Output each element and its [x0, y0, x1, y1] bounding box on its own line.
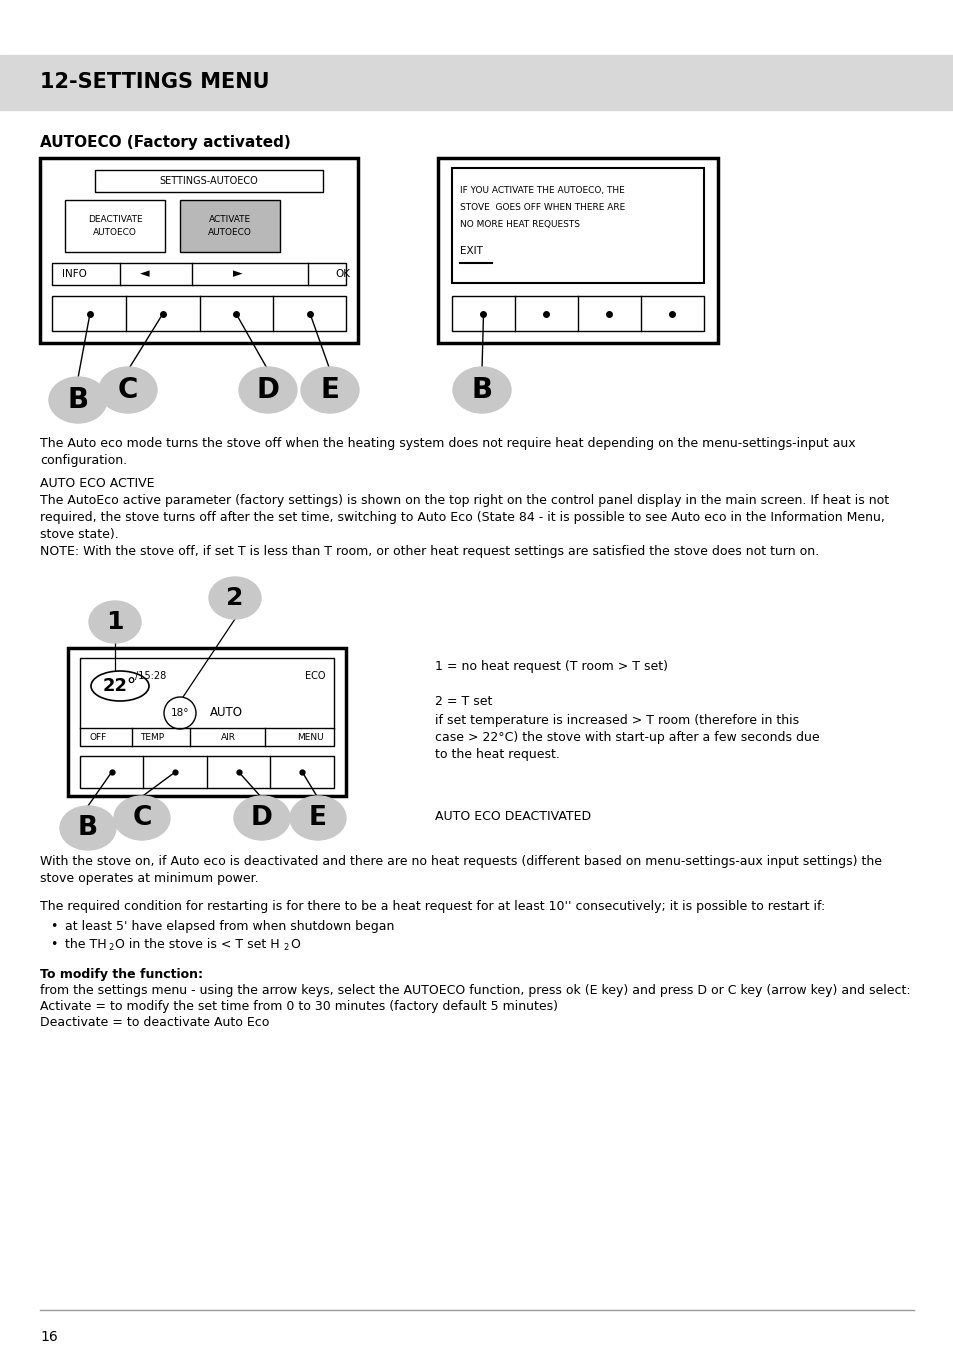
Text: B: B — [78, 815, 98, 841]
Ellipse shape — [99, 367, 157, 413]
Text: DEACTIVATE
AUTOECO: DEACTIVATE AUTOECO — [88, 215, 142, 237]
Text: 22°: 22° — [103, 677, 137, 695]
Bar — [437, 158, 718, 343]
Text: required, the stove turns off after the set time, switching to Auto Eco (State 8: required, the stove turns off after the … — [40, 510, 884, 524]
Bar — [452, 297, 703, 330]
Ellipse shape — [89, 601, 141, 643]
Ellipse shape — [239, 367, 296, 413]
Bar — [95, 171, 323, 192]
Text: case > 22°C) the stove with start-up after a few seconds due: case > 22°C) the stove with start-up aft… — [435, 731, 819, 743]
Text: D: D — [251, 806, 273, 831]
Text: 2: 2 — [283, 942, 288, 952]
Text: STOVE  GOES OFF WHEN THERE ARE: STOVE GOES OFF WHEN THERE ARE — [459, 203, 624, 213]
Text: the TH: the TH — [65, 938, 107, 951]
Text: INFO: INFO — [62, 269, 87, 279]
Text: •: • — [50, 938, 57, 951]
Text: from the settings menu - using the arrow keys, select the AUTOECO function, pres: from the settings menu - using the arrow… — [40, 984, 910, 997]
Text: configuration.: configuration. — [40, 454, 127, 467]
Ellipse shape — [209, 577, 261, 619]
Text: /15:28: /15:28 — [135, 672, 166, 681]
Text: stove state).: stove state). — [40, 528, 118, 542]
Ellipse shape — [49, 376, 107, 422]
Text: 2: 2 — [226, 586, 243, 611]
Text: stove operates at minimum power.: stove operates at minimum power. — [40, 872, 258, 886]
Text: C: C — [132, 806, 152, 831]
Text: 1 = no heat request (T room > T set): 1 = no heat request (T room > T set) — [435, 659, 667, 673]
Text: OFF: OFF — [90, 733, 107, 742]
Text: Deactivate = to deactivate Auto Eco: Deactivate = to deactivate Auto Eco — [40, 1016, 269, 1029]
Text: 2: 2 — [108, 942, 113, 952]
Text: 18°: 18° — [171, 708, 189, 718]
Circle shape — [164, 697, 195, 728]
Text: O in the stove is < T set H: O in the stove is < T set H — [115, 938, 279, 951]
Text: 12-SETTINGS MENU: 12-SETTINGS MENU — [40, 73, 269, 92]
Bar — [68, 649, 346, 796]
Ellipse shape — [233, 796, 290, 839]
Text: NO MORE HEAT REQUESTS: NO MORE HEAT REQUESTS — [459, 219, 579, 229]
Text: TEMP: TEMP — [140, 733, 164, 742]
Ellipse shape — [91, 672, 149, 701]
Text: MENU: MENU — [296, 733, 323, 742]
Bar — [52, 297, 346, 330]
Text: E: E — [320, 376, 339, 403]
Text: To modify the function:: To modify the function: — [40, 968, 203, 982]
Text: With the stove on, if Auto eco is deactivated and there are no heat requests (di: With the stove on, if Auto eco is deacti… — [40, 854, 882, 868]
Text: AUTO ECO DEACTIVATED: AUTO ECO DEACTIVATED — [435, 810, 591, 823]
Text: OK: OK — [335, 269, 350, 279]
Text: ECO: ECO — [305, 672, 326, 681]
Text: ACTIVATE
AUTOECO: ACTIVATE AUTOECO — [208, 215, 252, 237]
Text: NOTE: With the stove off, if set T is less than T room, or other heat request se: NOTE: With the stove off, if set T is le… — [40, 546, 819, 558]
Bar — [80, 658, 334, 746]
Text: if set temperature is increased > T room (therefore in this: if set temperature is increased > T room… — [435, 714, 799, 727]
Text: The required condition for restarting is for there to be a heat request for at l: The required condition for restarting is… — [40, 900, 824, 913]
Bar — [180, 200, 280, 252]
Bar — [52, 263, 346, 284]
Text: C: C — [117, 376, 138, 403]
Text: AUTO ECO ACTIVE: AUTO ECO ACTIVE — [40, 477, 154, 490]
Text: AUTO: AUTO — [210, 707, 243, 719]
Text: B: B — [68, 386, 89, 414]
Bar — [65, 200, 165, 252]
Text: AUTOECO (Factory activated): AUTOECO (Factory activated) — [40, 135, 291, 150]
Text: E: E — [309, 806, 327, 831]
Text: B: B — [471, 376, 492, 403]
Text: Activate = to modify the set time from 0 to 30 minutes (factory default 5 minute: Activate = to modify the set time from 0… — [40, 1001, 558, 1013]
Text: 2 = T set: 2 = T set — [435, 695, 492, 708]
Text: IF YOU ACTIVATE THE AUTOECO, THE: IF YOU ACTIVATE THE AUTOECO, THE — [459, 185, 624, 195]
Bar — [80, 756, 334, 788]
Text: •: • — [50, 919, 57, 933]
Ellipse shape — [301, 367, 358, 413]
Bar — [0, 56, 953, 110]
Text: AIR: AIR — [220, 733, 235, 742]
Text: O: O — [290, 938, 299, 951]
Ellipse shape — [113, 796, 170, 839]
Text: 16: 16 — [40, 1330, 58, 1345]
Text: SETTINGS-AUTOECO: SETTINGS-AUTOECO — [159, 176, 258, 185]
Text: 1: 1 — [106, 611, 124, 634]
Ellipse shape — [453, 367, 511, 413]
Text: EXIT: EXIT — [459, 246, 482, 256]
Bar — [40, 158, 357, 343]
Text: at least 5' have elapsed from when shutdown began: at least 5' have elapsed from when shutd… — [65, 919, 394, 933]
Text: ►: ► — [233, 268, 243, 280]
Text: D: D — [256, 376, 279, 403]
Ellipse shape — [60, 806, 116, 850]
Text: The Auto eco mode turns the stove off when the heating system does not require h: The Auto eco mode turns the stove off wh… — [40, 437, 855, 450]
Text: ◄: ◄ — [140, 268, 150, 280]
Text: to the heat request.: to the heat request. — [435, 747, 559, 761]
Ellipse shape — [290, 796, 346, 839]
Text: The AutoEco active parameter (factory settings) is shown on the top right on the: The AutoEco active parameter (factory se… — [40, 494, 888, 506]
Bar — [452, 168, 703, 283]
